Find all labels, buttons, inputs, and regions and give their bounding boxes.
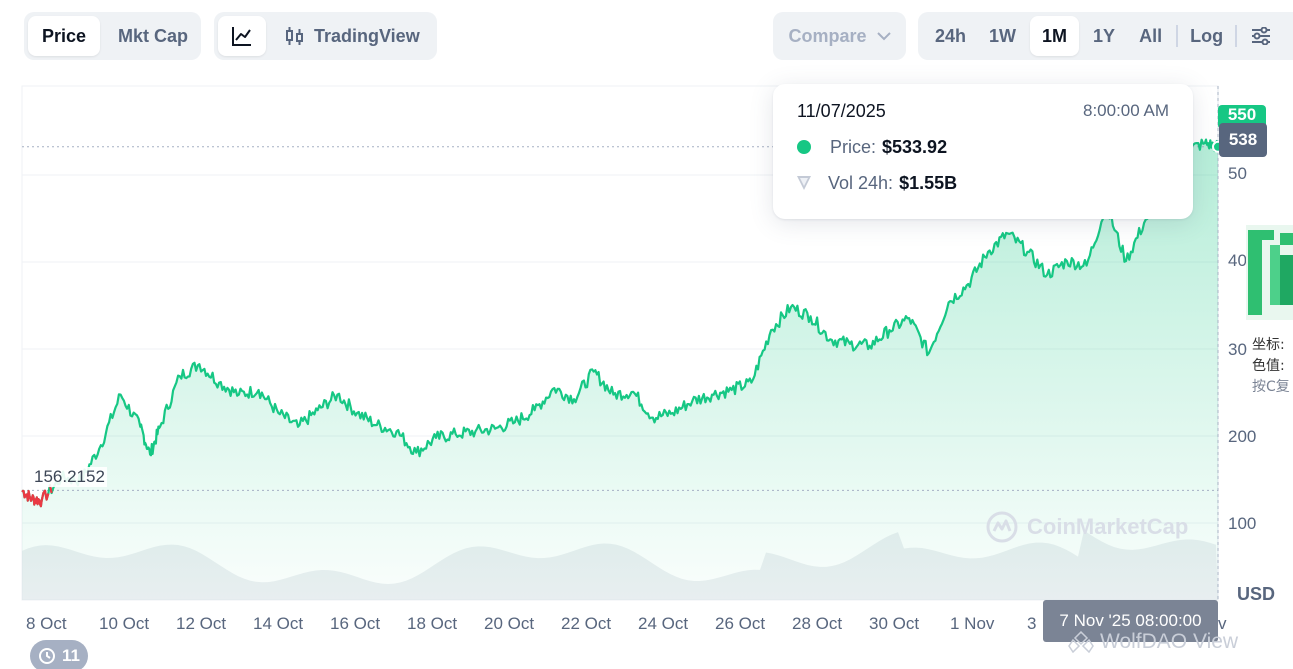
- coinmarketcap-logo: CoinMarketCap: [985, 510, 1188, 544]
- y-tick-label: 200: [1228, 427, 1257, 446]
- hover-time-label: 7 Nov '25 08:00:00: [1043, 600, 1218, 642]
- coinmarketcap-icon: [986, 511, 1018, 543]
- log-toggle[interactable]: Log: [1190, 26, 1224, 46]
- x-tick-label: 3: [1027, 614, 1037, 633]
- chart-style-toggle: TradingView: [214, 12, 437, 60]
- tooltip-price-value: $533.92: [882, 136, 948, 157]
- compare-label: Compare: [788, 25, 867, 46]
- price-area: [22, 139, 1218, 600]
- range-all[interactable]: All: [1139, 26, 1163, 46]
- history-clock-icon: [39, 648, 55, 664]
- x-tick-label: 10 Oct: [99, 614, 150, 633]
- overlay-thumbnail: [1246, 225, 1293, 320]
- x-tick-label: 14 Oct: [253, 614, 304, 633]
- history-count: 11: [62, 646, 80, 665]
- overlay-text: 色值:: [1252, 358, 1285, 374]
- x-tick-label: 26 Oct: [715, 614, 766, 633]
- range-1w[interactable]: 1W: [989, 26, 1017, 46]
- volume-icon: [797, 176, 811, 190]
- line-chart-button[interactable]: [218, 16, 266, 56]
- x-tick-label: 20 Oct: [484, 614, 535, 633]
- tooltip-vol-label: Vol 24h:: [828, 172, 894, 193]
- currency-label: USD: [1237, 584, 1276, 604]
- y-tick-label: 40: [1228, 251, 1247, 270]
- y-tick-label: 100: [1228, 514, 1257, 533]
- tradingview-label: TradingView: [314, 26, 420, 46]
- price-line: [21, 138, 1220, 508]
- watermark: WolfDAO View: [1068, 630, 1238, 654]
- x-tick-label: 24 Oct: [638, 614, 689, 633]
- x-tick-label: 16 Oct: [330, 614, 381, 633]
- start-price-label: 156.2152: [32, 467, 107, 487]
- tooltip-price-row: Price: $533.92: [797, 136, 1169, 158]
- line-chart-icon: [232, 27, 251, 46]
- tooltip-date: 11/07/2025: [797, 100, 886, 121]
- view-toggle: Price Mkt Cap: [24, 12, 201, 60]
- tooltip-vol-value: $1.55B: [899, 172, 958, 193]
- range-divider: [1176, 25, 1179, 47]
- current-price-tag: 538: [1219, 123, 1267, 157]
- overlay-text: 按C复: [1252, 379, 1290, 395]
- range-selector: 24h 1W 1M 1Y All Log: [918, 12, 1293, 60]
- x-tick-label: 22 Oct: [561, 614, 612, 633]
- x-tick-label: 30 Oct: [869, 614, 920, 633]
- x-tick-label: 18 Oct: [407, 614, 458, 633]
- x-tick-label: 12 Oct: [176, 614, 227, 633]
- tooltip-volume-row: Vol 24h: $1.55B: [797, 172, 1169, 194]
- range-1m[interactable]: 1M: [1030, 16, 1080, 56]
- y-tick-label: 30: [1228, 340, 1247, 359]
- tooltip-time: 8:00:00 AM: [1082, 101, 1169, 120]
- tab-price[interactable]: Price: [28, 16, 101, 56]
- price-dot-icon: [797, 140, 811, 154]
- history-badge[interactable]: 11: [30, 640, 88, 669]
- x-tick-label: 8 Oct: [26, 614, 67, 633]
- watermark-text: WolfDAO View: [1100, 630, 1239, 653]
- sliders-icon: [1252, 27, 1271, 45]
- overlay-text: 坐标:: [1252, 337, 1285, 353]
- chevron-down-icon: [876, 32, 891, 41]
- tooltip-price-label: Price:: [830, 136, 877, 157]
- x-tick-label: 1 Nov: [950, 614, 995, 633]
- x-tick-label: 28 Oct: [792, 614, 843, 633]
- price-tooltip: 11/07/2025 8:00:00 AM Price: $533.92 Vol…: [773, 84, 1193, 219]
- diamond-logo-icon: [1068, 631, 1094, 653]
- tradingview-button[interactable]: TradingView: [270, 16, 434, 56]
- tab-mkt-cap[interactable]: Mkt Cap: [118, 26, 189, 46]
- compare-dropdown[interactable]: Compare: [773, 12, 906, 60]
- range-divider: [1235, 25, 1238, 47]
- candlestick-icon: [286, 27, 303, 45]
- settings-button[interactable]: [1241, 16, 1281, 56]
- range-1y[interactable]: 1Y: [1093, 26, 1116, 46]
- y-tick-label: 50: [1228, 164, 1247, 183]
- range-24h[interactable]: 24h: [935, 26, 967, 46]
- brand-label: CoinMarketCap: [1027, 514, 1189, 539]
- x-tick-label: v: [1218, 614, 1227, 633]
